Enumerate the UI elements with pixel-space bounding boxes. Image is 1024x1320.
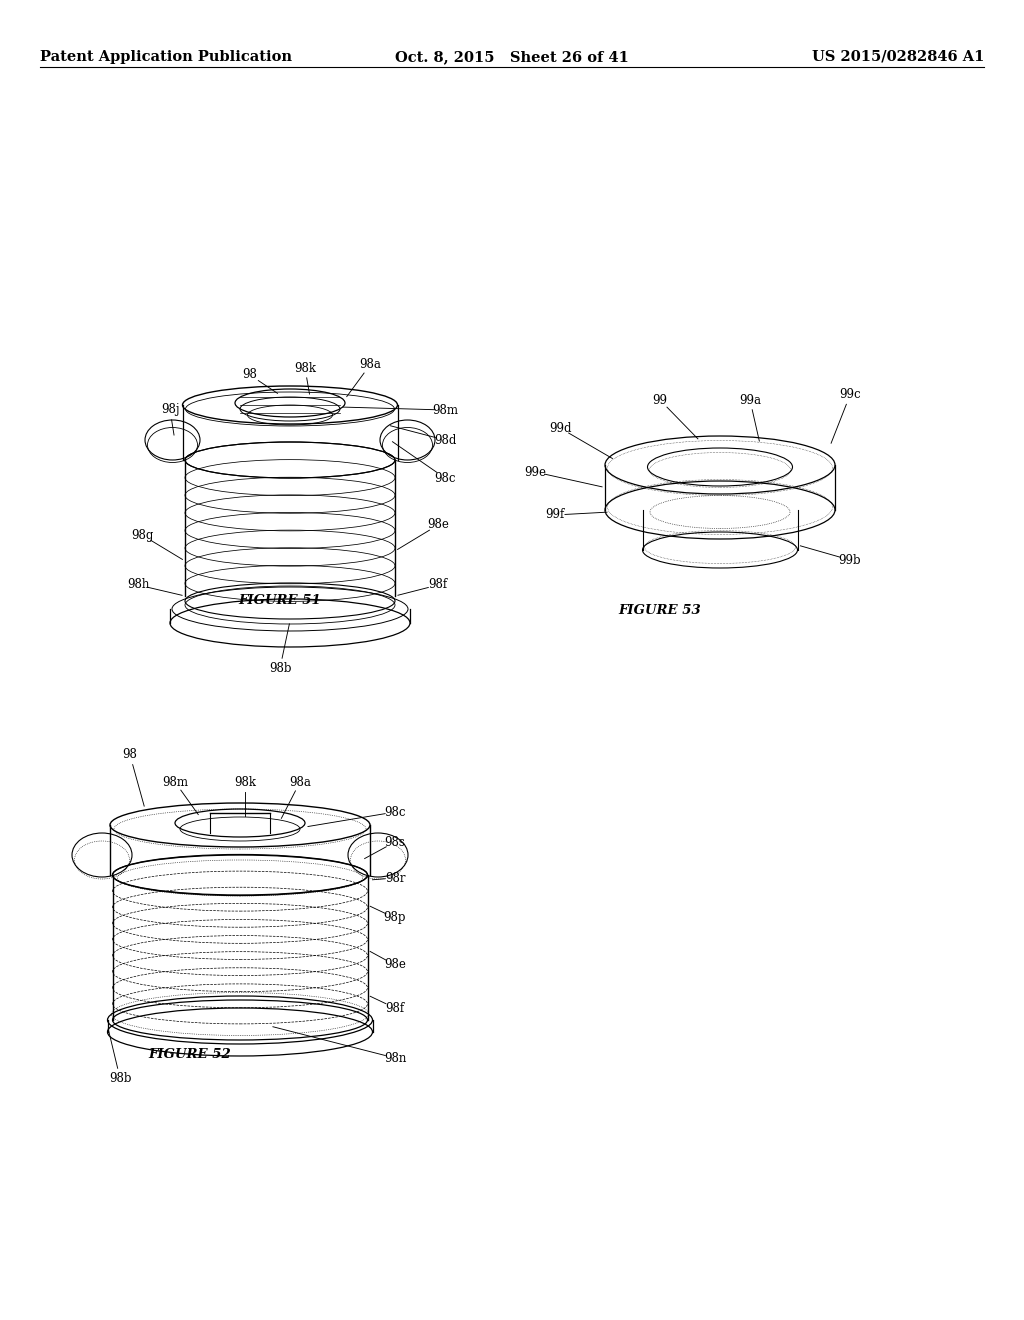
Text: 99c: 99c: [840, 388, 861, 401]
Text: 98m: 98m: [432, 404, 458, 417]
Text: Oct. 8, 2015   Sheet 26 of 41: Oct. 8, 2015 Sheet 26 of 41: [395, 50, 629, 63]
Text: 98b: 98b: [109, 1072, 131, 1085]
Text: 98e: 98e: [384, 958, 406, 972]
Text: 99a: 99a: [739, 393, 761, 407]
Text: 99e: 99e: [524, 466, 546, 479]
Text: 98a: 98a: [359, 359, 381, 371]
Text: 98p: 98p: [384, 912, 407, 924]
Text: 98r: 98r: [385, 871, 406, 884]
Text: 98f: 98f: [428, 578, 447, 591]
Text: 98a: 98a: [289, 776, 311, 788]
Text: 98e: 98e: [427, 519, 449, 532]
Text: US 2015/0282846 A1: US 2015/0282846 A1: [812, 50, 984, 63]
Text: 98h: 98h: [127, 578, 150, 591]
Text: 98g: 98g: [131, 528, 154, 541]
Text: FIGURE 51: FIGURE 51: [239, 594, 322, 606]
Text: 98d: 98d: [434, 433, 456, 446]
Text: 99d: 99d: [549, 421, 571, 434]
Text: 99b: 99b: [839, 553, 861, 566]
Text: 98c: 98c: [434, 471, 456, 484]
Text: 98k: 98k: [294, 362, 316, 375]
Text: Patent Application Publication: Patent Application Publication: [40, 50, 292, 63]
Text: 98n: 98n: [384, 1052, 407, 1064]
Text: 98s: 98s: [385, 836, 406, 849]
Text: 98: 98: [123, 748, 137, 762]
Text: 98: 98: [243, 368, 257, 381]
Text: 98m: 98m: [162, 776, 188, 788]
Text: FIGURE 53: FIGURE 53: [618, 603, 701, 616]
Text: 98f: 98f: [385, 1002, 404, 1015]
Text: FIGURE 52: FIGURE 52: [148, 1048, 231, 1061]
Text: 99f: 99f: [546, 508, 564, 521]
Text: 99: 99: [652, 393, 668, 407]
Text: 98c: 98c: [384, 805, 406, 818]
Text: 98j: 98j: [161, 404, 179, 417]
Text: 98k: 98k: [234, 776, 256, 788]
Text: 98b: 98b: [268, 661, 291, 675]
